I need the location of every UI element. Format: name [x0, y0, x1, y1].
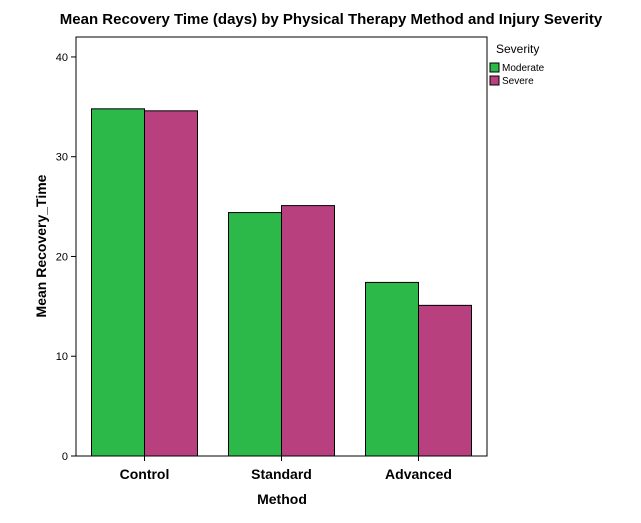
- x-axis-label: Method: [257, 491, 307, 507]
- bars-group: [91, 108, 472, 457]
- y-axis-label: Mean Recovery_Time: [33, 174, 49, 317]
- bar-moderate-advanced: [365, 281, 419, 457]
- bar-severe-control: [144, 110, 198, 457]
- legend-label: Severe: [502, 76, 534, 87]
- y-tick-label: 40: [56, 52, 68, 64]
- bar-moderate-standard: [228, 212, 282, 457]
- legend-swatch: [489, 62, 500, 73]
- chart-title: Mean Recovery Time (days) by Physical Th…: [60, 11, 603, 28]
- bar-severe-standard: [281, 205, 335, 457]
- bar-moderate-control: [91, 108, 145, 457]
- x-axis: Control Standard Advanced: [120, 456, 452, 482]
- legend-label: Moderate: [502, 63, 545, 74]
- bar-severe-advanced: [418, 304, 472, 457]
- x-tick-label: Advanced: [385, 466, 452, 482]
- y-tick-label: 20: [56, 251, 68, 263]
- y-tick-label: 0: [62, 451, 68, 463]
- x-tick-label: Control: [120, 466, 170, 482]
- legend-swatch: [489, 75, 500, 86]
- legend: Severity Moderate Severe: [489, 42, 545, 87]
- legend-title: Severity: [496, 42, 539, 56]
- y-tick-label: 10: [56, 351, 68, 363]
- y-axis: 0 10 20 30 40: [56, 52, 76, 463]
- y-tick-label: 30: [56, 152, 68, 164]
- x-tick-label: Standard: [251, 466, 312, 482]
